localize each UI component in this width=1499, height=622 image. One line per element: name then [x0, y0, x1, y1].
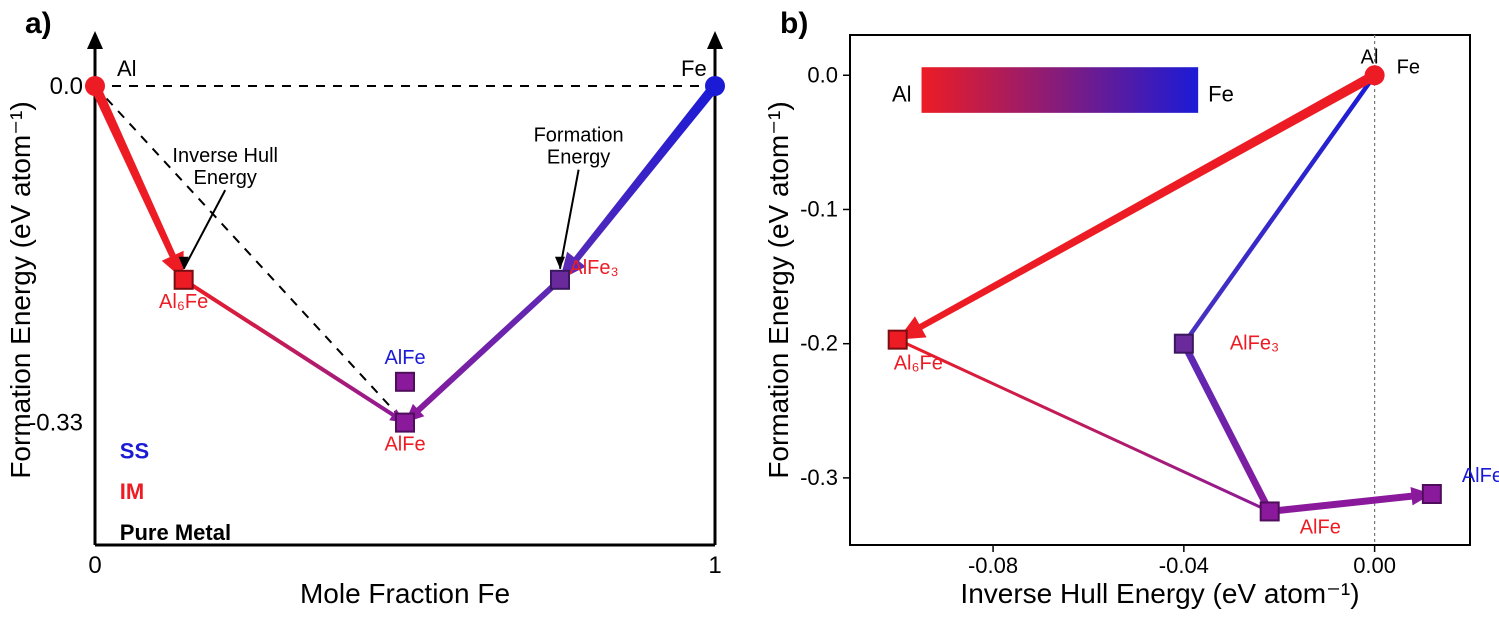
- phase-label: Fe: [1397, 56, 1420, 78]
- phase-label: AlFe: [384, 434, 425, 456]
- x-tick-label: -0.04: [1159, 553, 1209, 578]
- y-tick-label: 0.0: [50, 73, 83, 100]
- phase-label: Al₆Fe: [159, 291, 208, 313]
- y-tick-label: 0.0: [807, 62, 838, 87]
- y-axis-label: Formation Energy (eV atom⁻¹): [5, 101, 36, 478]
- figure-svg: a)Inverse HullEnergyFormationEnergyAlFeA…: [0, 0, 1499, 622]
- figure-root: a)Inverse HullEnergyFormationEnergyAlFeA…: [0, 0, 1499, 622]
- annotation-text: Inverse Hull: [172, 145, 278, 167]
- panel-b-label: b): [780, 7, 808, 40]
- x-tick-label: 0.00: [1353, 553, 1396, 578]
- legend-item: Pure Metal: [120, 520, 231, 545]
- y-tick-label: -0.1: [800, 196, 838, 221]
- label-fe: Fe: [681, 56, 707, 81]
- phase-label: Al₆Fe: [894, 353, 943, 375]
- x-axis-label: Mole Fraction Fe: [300, 578, 510, 609]
- marker-al: [85, 76, 105, 96]
- marker-fe: [705, 76, 725, 96]
- annotation-text: Energy: [547, 147, 610, 169]
- annotation-text: Energy: [194, 167, 257, 189]
- panel-b: b)AlFeAl₆FeAlFe₃AlFeAlFeAlFe-0.08-0.040.…: [763, 7, 1499, 609]
- phase-label: Al: [1361, 46, 1379, 68]
- legend-item: IM: [120, 479, 144, 504]
- panel-a: a)Inverse HullEnergyFormationEnergyAlFeA…: [5, 7, 725, 609]
- y-tick-label: -0.3: [800, 465, 838, 490]
- legend-item: SS: [120, 438, 149, 463]
- phase-label: AlFe: [1300, 516, 1341, 538]
- label-al: Al: [117, 56, 137, 81]
- x-tick-label: -0.08: [968, 553, 1018, 578]
- annotation-text: Formation: [534, 125, 624, 147]
- x-axis-label: Inverse Hull Energy (eV atom⁻¹): [960, 578, 1359, 609]
- panel-a-label: a): [25, 7, 52, 40]
- x-tick-label: 0: [88, 552, 101, 579]
- colorbar: [922, 67, 1199, 113]
- phase-label: AlFe: [1462, 465, 1499, 487]
- phase-label: AlFe: [384, 347, 425, 369]
- phase-label: AlFe₃: [569, 257, 618, 279]
- colorbar-right-label: Fe: [1208, 81, 1234, 106]
- colorbar-left-label: Al: [892, 81, 912, 106]
- y-tick-label: -0.33: [28, 410, 83, 437]
- dashed-ref: [95, 86, 405, 423]
- y-tick-label: -0.2: [800, 331, 838, 356]
- x-tick-label: 1: [708, 552, 721, 579]
- phase-label: AlFe₃: [1230, 333, 1279, 355]
- y-axis-label: Formation Energy (eV atom⁻¹): [763, 101, 794, 478]
